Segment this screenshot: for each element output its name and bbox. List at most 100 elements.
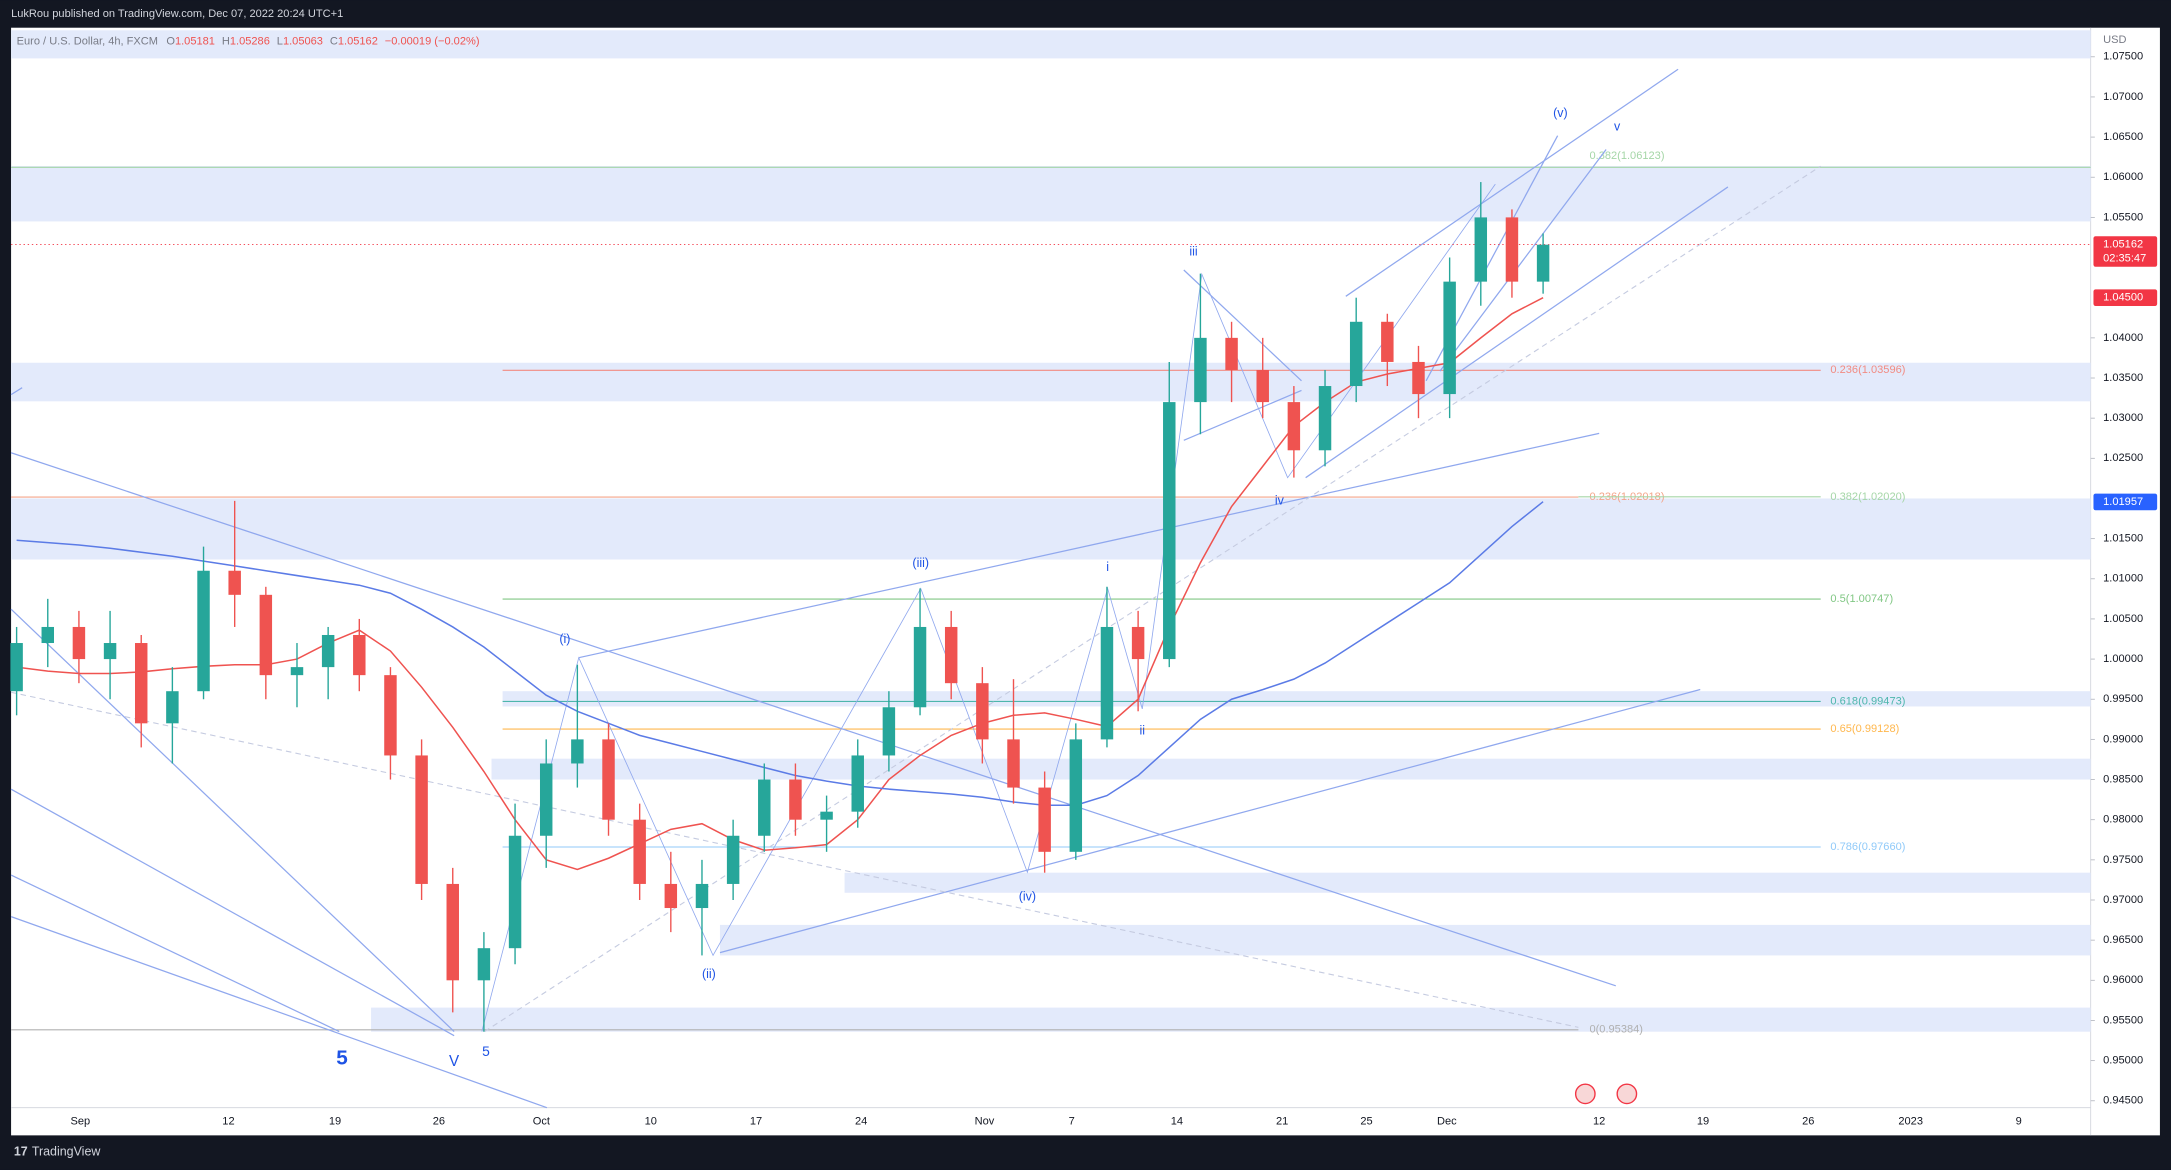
wave-label: (iii) — [912, 556, 929, 570]
candle-body — [1163, 402, 1176, 660]
x-tick-label: 21 — [1276, 1115, 1288, 1127]
trend-line — [10, 608, 455, 1032]
fib-label: 0.382(1.06123) — [1589, 150, 1664, 162]
fib-label: 0.382(1.02020) — [1830, 491, 1905, 503]
candle-body — [1287, 402, 1301, 451]
x-tick-label: 14 — [1171, 1115, 1183, 1127]
zone — [11, 165, 2091, 222]
zone — [502, 691, 2091, 707]
zone — [11, 362, 2091, 402]
y-tick-label: 1.07000 — [2103, 91, 2143, 103]
candle-body — [415, 755, 428, 884]
wave-label: 5 — [336, 1047, 348, 1070]
candle-body — [197, 570, 210, 692]
symbol-name: Euro / U.S. Dollar, 4h, FXCM — [17, 35, 158, 47]
candle-body — [290, 667, 304, 676]
trend-line — [10, 874, 340, 1033]
candle-body — [1381, 321, 1394, 362]
x-tick-label: 17 — [750, 1115, 762, 1127]
y-tick-label: 1.00000 — [2103, 653, 2143, 665]
ohlc-key: C — [330, 35, 338, 47]
price-tag — [2093, 493, 2158, 511]
candle-body — [508, 835, 522, 949]
x-tick-label: Sep — [70, 1115, 90, 1127]
candle-body — [1038, 787, 1051, 852]
ohlc-value: 1.05181 — [175, 35, 215, 47]
candle-body — [1349, 321, 1363, 387]
price-change: −0.00019 (−0.02%) — [385, 35, 480, 47]
y-tick-label: 1.03500 — [2103, 372, 2143, 384]
x-tick-label: 12 — [222, 1115, 234, 1127]
candle-body — [1505, 217, 1519, 282]
wave-label: 5 — [482, 1043, 490, 1059]
candle-body — [41, 626, 54, 644]
y-tick-label: 1.01000 — [2103, 573, 2143, 585]
x-tick-label: 9 — [2016, 1115, 2022, 1127]
y-tick-label: 0.97500 — [2103, 854, 2143, 866]
candle-body — [1443, 281, 1456, 395]
candle-body — [789, 779, 802, 820]
wave-label: (v) — [1553, 106, 1568, 120]
x-tick-label: 19 — [329, 1115, 341, 1127]
wave-label: iv — [1275, 494, 1285, 508]
candle-body — [695, 883, 709, 909]
candle-body — [1474, 217, 1488, 282]
fib-label: 0.786(0.97660) — [1830, 841, 1905, 853]
event-icon[interactable] — [1574, 1083, 1596, 1105]
candle-body — [166, 691, 179, 724]
candle-body — [1069, 739, 1083, 852]
x-tick-label: 7 — [1069, 1115, 1075, 1127]
wave-label: (ii) — [702, 967, 716, 981]
candle-body — [1225, 337, 1238, 370]
fib-label: 0.5(1.00747) — [1830, 593, 1893, 605]
candle-body — [10, 643, 23, 692]
wave-label: ii — [1139, 723, 1145, 737]
y-tick-label: 1.07500 — [2103, 51, 2143, 63]
trend-line — [578, 432, 1600, 659]
trend-line — [10, 691, 1579, 1028]
y-tick-label: 1.02500 — [2103, 452, 2143, 464]
wave-path — [481, 183, 1496, 1032]
y-tick-label: 0.94500 — [2103, 1095, 2143, 1107]
candle-body — [134, 643, 148, 724]
candle-body — [758, 779, 771, 836]
x-tick-label: Oct — [533, 1115, 550, 1127]
brand-mark: 17 — [14, 1144, 28, 1158]
trend-line — [1183, 389, 1302, 441]
candle-body — [1100, 626, 1114, 740]
candle-body — [571, 739, 584, 764]
candle-body — [976, 683, 989, 740]
candle-body — [851, 755, 864, 812]
trend-line — [1439, 149, 1607, 372]
candle-body — [1194, 337, 1207, 403]
price-tag-label: 1.01957 — [2103, 496, 2143, 508]
candle-body — [726, 835, 740, 884]
y-tick-label: 1.00500 — [2103, 613, 2143, 625]
event-icon[interactable] — [1616, 1083, 1638, 1105]
candle-body — [664, 883, 678, 909]
ohlc-key: L — [277, 35, 283, 47]
candle-body — [913, 626, 927, 708]
candle-body — [944, 626, 958, 684]
x-tick-label: 10 — [645, 1115, 657, 1127]
x-tick-label: 12 — [1593, 1115, 1605, 1127]
zone — [11, 30, 2091, 59]
wave-label: v — [1614, 120, 1621, 134]
y-tick-label: 1.04000 — [2103, 332, 2143, 344]
brand-name: TradingView — [32, 1144, 102, 1158]
candle-body — [321, 634, 335, 668]
y-tick-label: 1.05500 — [2103, 211, 2143, 223]
y-tick-label: 0.96500 — [2103, 934, 2143, 946]
y-tick-label: 0.97000 — [2103, 894, 2143, 906]
price-tag — [2093, 236, 2158, 267]
candle-body — [259, 594, 273, 676]
publisher-line: LukRou published on TradingView.com, Dec… — [11, 8, 343, 20]
y-tick-label: 0.99000 — [2103, 733, 2143, 745]
candle-body — [1318, 386, 1332, 451]
candle-body — [820, 811, 833, 820]
trend-line — [719, 688, 1701, 954]
price-tag-label: 1.05162 — [2103, 238, 2143, 250]
y-tick-label: 0.98000 — [2103, 814, 2143, 826]
y-tick-label: 1.03000 — [2103, 412, 2143, 424]
